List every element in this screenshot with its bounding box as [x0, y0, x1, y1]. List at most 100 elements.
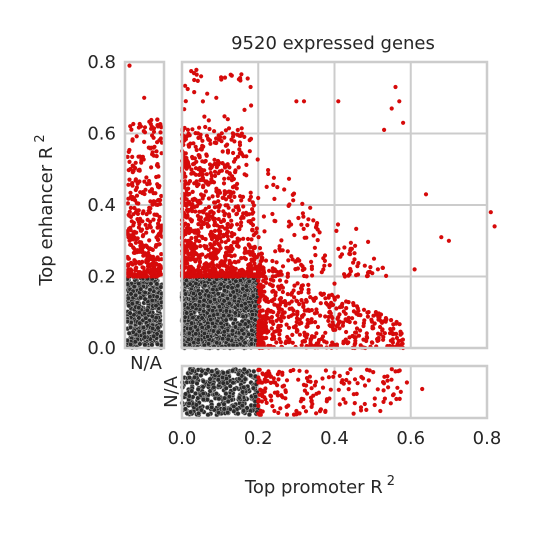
na-point-below-threshold — [200, 390, 206, 397]
point-below-threshold — [195, 337, 201, 343]
na-point-below-threshold — [241, 384, 247, 390]
point-above-threshold — [270, 283, 275, 288]
na-point-below-threshold — [225, 398, 231, 404]
point-above-threshold — [212, 200, 217, 205]
point-above-threshold — [355, 264, 360, 269]
point-above-threshold — [309, 264, 314, 269]
point-below-threshold — [221, 312, 227, 319]
point-above-threshold — [212, 205, 217, 210]
point-above-threshold — [307, 320, 312, 325]
point-above-threshold — [192, 204, 197, 209]
point-below-threshold — [232, 294, 238, 300]
point-above-threshold — [208, 166, 213, 171]
na-point-above-threshold — [132, 205, 137, 211]
point-above-threshold — [390, 337, 395, 342]
na-point-above-threshold — [332, 370, 337, 375]
point-above-threshold — [412, 267, 417, 272]
point-above-threshold — [219, 168, 224, 173]
na-point-above-threshold — [142, 191, 147, 197]
na-point-above-threshold — [276, 410, 281, 415]
na-point-below-threshold — [147, 294, 153, 300]
na-point-below-threshold — [140, 325, 146, 331]
point-above-threshold — [229, 254, 234, 259]
point-above-threshold — [387, 331, 393, 336]
point-above-threshold — [201, 183, 206, 188]
na-point-above-threshold — [157, 269, 163, 274]
point-above-threshold — [251, 217, 256, 222]
point-above-threshold — [376, 317, 381, 322]
na-point-above-threshold — [155, 184, 161, 189]
point-above-threshold — [202, 243, 207, 249]
point-above-threshold — [334, 306, 339, 311]
na-point-above-threshold — [268, 393, 273, 398]
point-below-threshold — [226, 300, 232, 306]
point-above-threshold — [272, 196, 277, 201]
point-above-threshold — [291, 191, 297, 196]
point-below-threshold — [216, 304, 222, 310]
na-point-below-threshold — [204, 404, 210, 411]
na-point-above-threshold — [158, 230, 163, 235]
na-point-above-threshold — [125, 201, 130, 206]
na-point-above-threshold — [157, 138, 162, 143]
na-point-below-threshold — [220, 370, 226, 376]
na-point-below-threshold — [131, 284, 137, 290]
point-above-threshold — [223, 255, 228, 260]
point-below-threshold — [190, 315, 196, 321]
point-above-threshold — [348, 240, 353, 245]
point-above-threshold — [358, 328, 363, 333]
na-point-below-threshold — [125, 295, 131, 301]
na-point-below-threshold — [144, 307, 150, 313]
point-above-threshold — [257, 304, 262, 309]
point-below-threshold — [223, 308, 229, 314]
point-above-threshold — [277, 332, 282, 337]
point-above-threshold — [238, 76, 243, 81]
point-above-threshold — [222, 176, 227, 181]
na-point-above-threshold — [348, 367, 353, 372]
na-point-below-threshold — [190, 379, 196, 385]
point-below-threshold — [182, 314, 188, 320]
na-point-above-threshold — [127, 238, 132, 243]
na-point-above-threshold — [283, 396, 288, 401]
na-point-above-threshold — [134, 201, 139, 206]
point-below-threshold — [230, 328, 236, 334]
na-point-above-threshold — [137, 168, 142, 173]
na-point-below-threshold — [248, 372, 254, 379]
na-point-above-threshold — [127, 159, 132, 164]
point-below-threshold — [242, 340, 248, 346]
point-above-threshold — [251, 253, 256, 258]
points — [124, 63, 497, 418]
point-above-threshold — [289, 254, 294, 259]
point-above-threshold — [300, 201, 305, 206]
na-point-below-threshold — [198, 372, 204, 378]
point-above-threshold — [287, 219, 292, 224]
point-below-threshold — [215, 291, 221, 297]
point-above-threshold — [264, 280, 269, 285]
point-above-threshold — [295, 266, 300, 271]
na-point-below-threshold — [235, 371, 241, 377]
na-point-above-threshold — [153, 261, 158, 266]
na-point-below-threshold — [154, 281, 160, 287]
na-point-above-threshold — [318, 407, 323, 412]
point-above-threshold — [195, 213, 200, 218]
point-above-threshold — [439, 235, 444, 240]
point-above-threshold — [354, 330, 359, 335]
point-above-threshold — [286, 325, 292, 330]
point-below-threshold — [223, 317, 229, 323]
point-above-threshold — [336, 99, 341, 104]
point-above-threshold — [315, 227, 320, 232]
point-above-threshold — [222, 163, 227, 168]
point-above-threshold — [270, 211, 275, 217]
point-above-threshold — [237, 227, 242, 232]
na-point-below-threshold — [189, 388, 195, 394]
point-above-threshold — [315, 238, 320, 243]
na-point-above-threshold — [261, 372, 266, 377]
na-point-above-threshold — [311, 393, 316, 398]
point-above-threshold — [350, 333, 355, 339]
point-above-threshold — [306, 217, 311, 222]
point-above-threshold — [294, 319, 299, 325]
point-above-threshold — [256, 299, 261, 305]
point-below-threshold — [252, 303, 258, 309]
point-above-threshold — [364, 331, 369, 336]
na-point-below-threshold — [219, 374, 226, 381]
point-above-threshold — [295, 311, 300, 316]
